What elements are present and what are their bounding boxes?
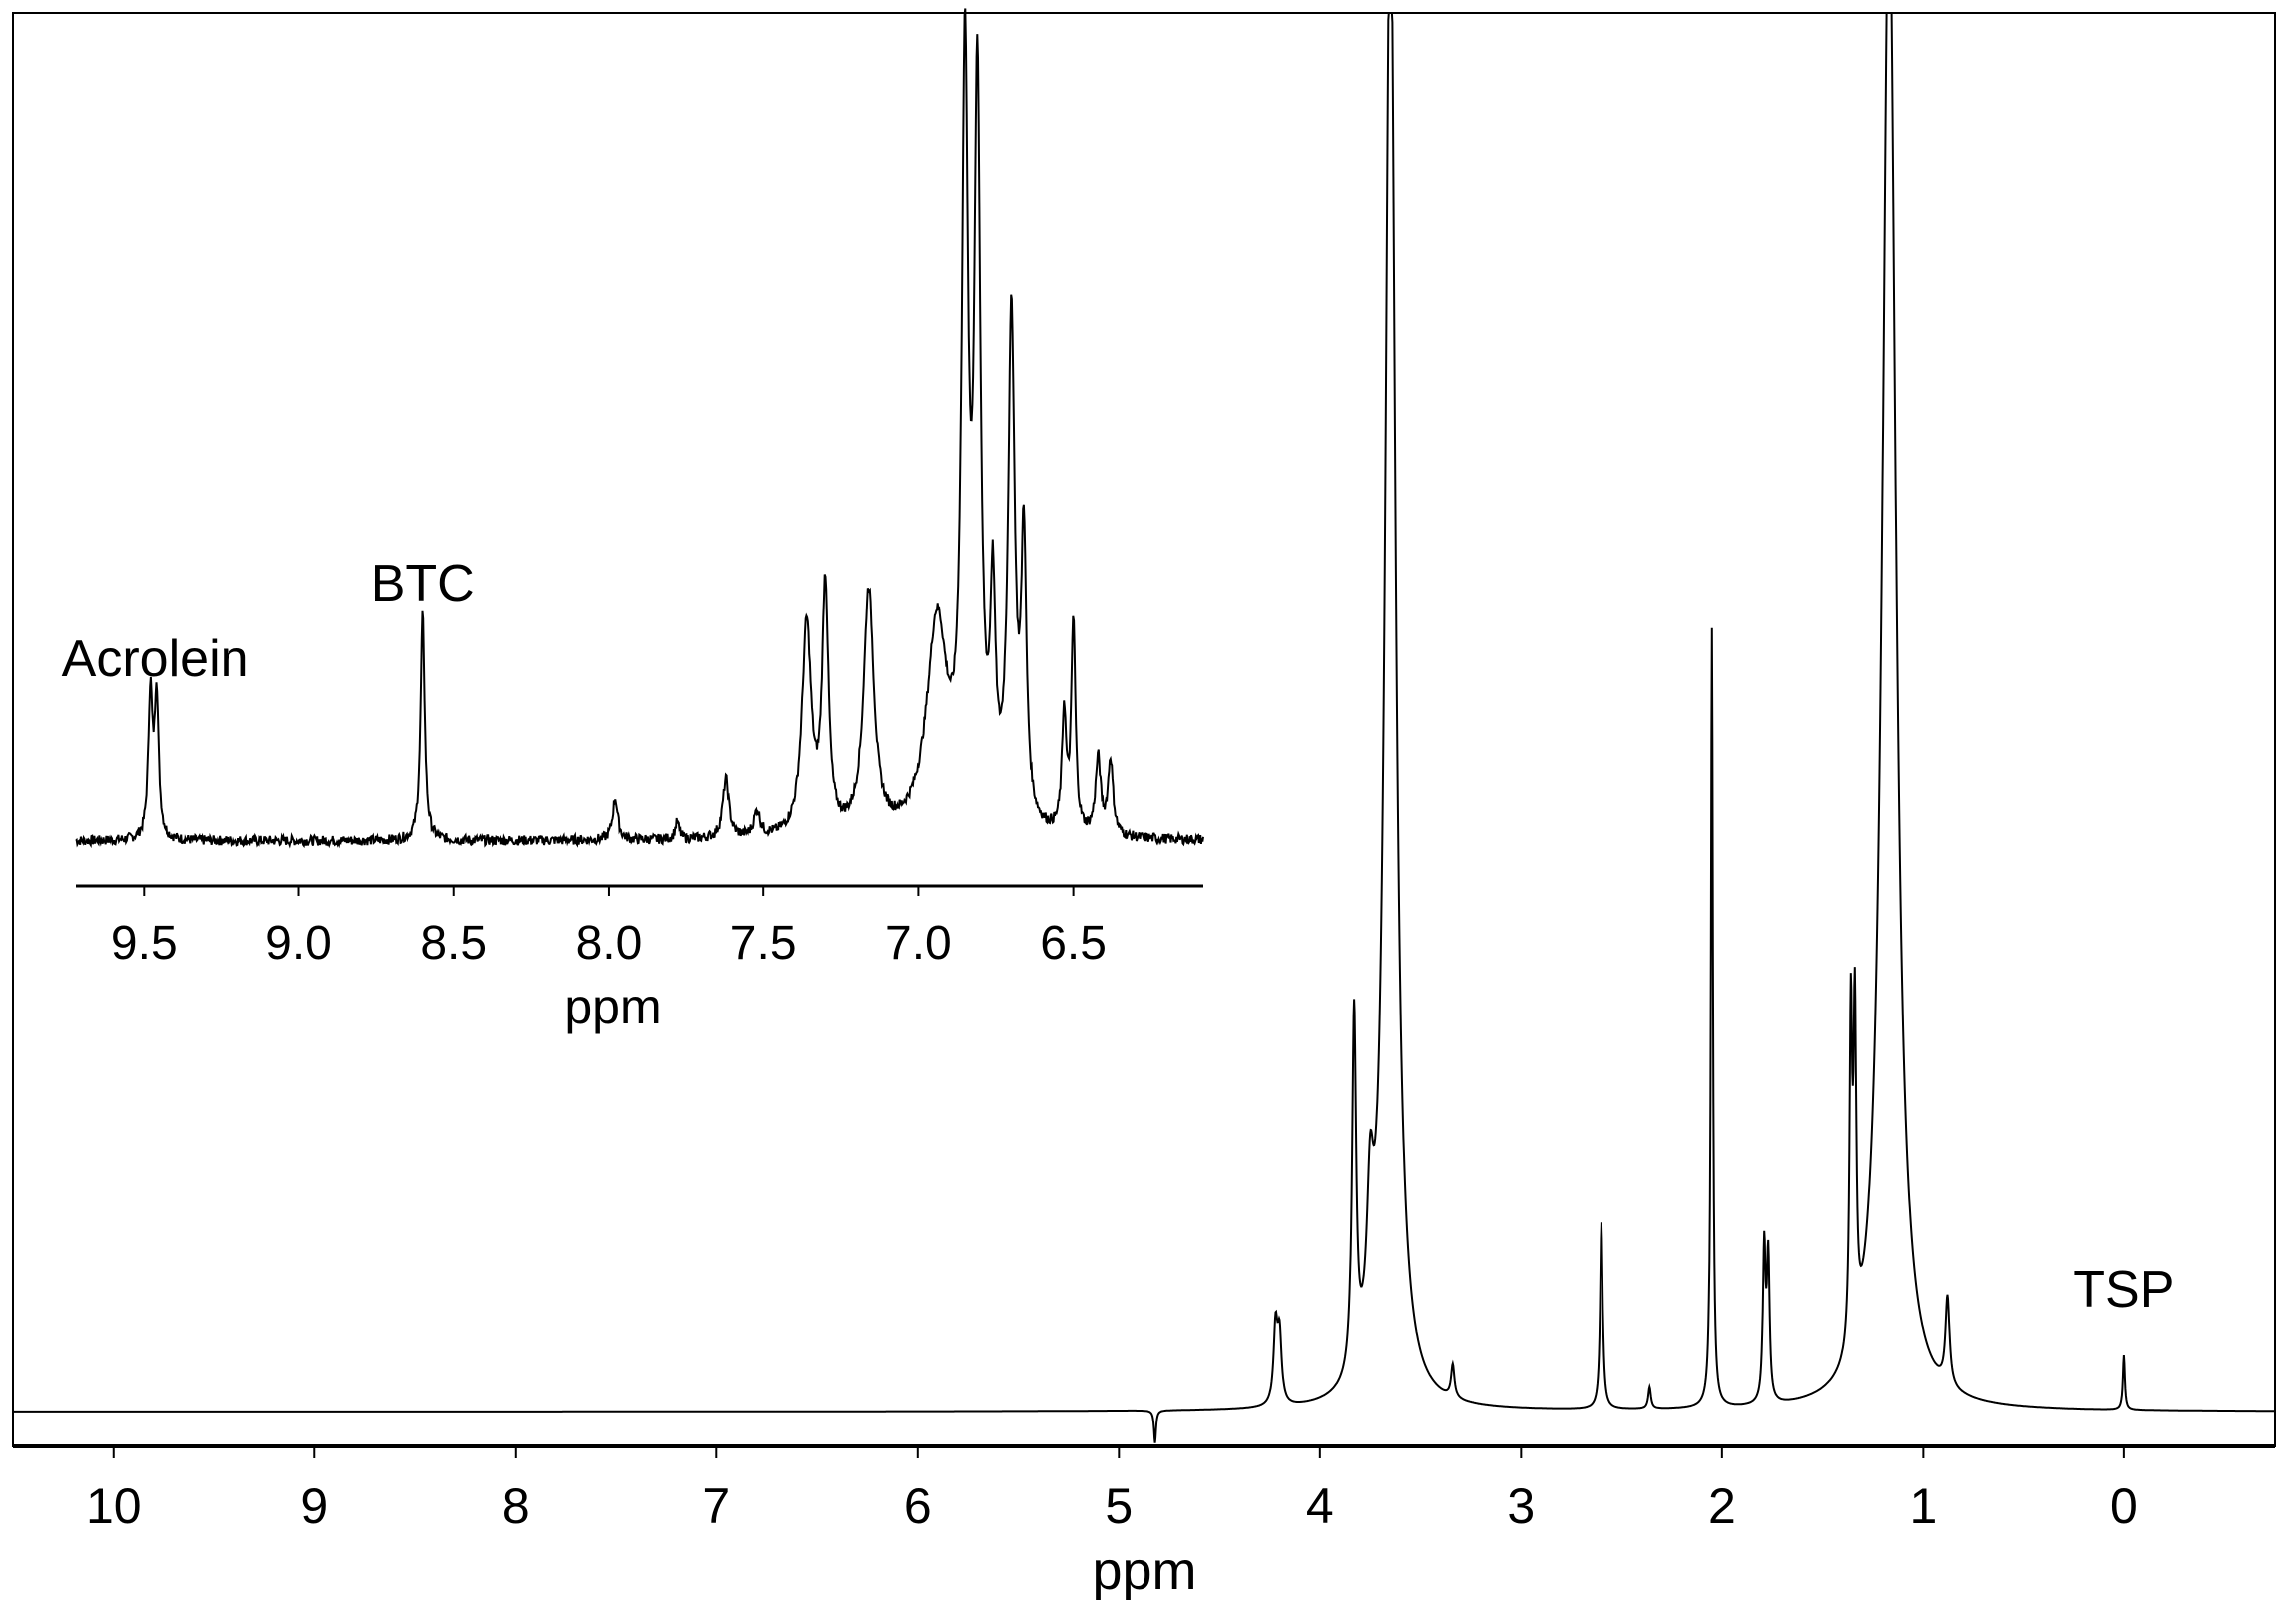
main-x-tick-label: 10 (86, 1478, 142, 1534)
main-x-axis-title: ppm (1092, 1541, 1196, 1601)
main-x-tick-label: 4 (1306, 1478, 1334, 1534)
main-x-tick-label: 9 (300, 1478, 328, 1534)
main-spectrum-line (13, 12, 2275, 1443)
main-x-tick-label: 5 (1105, 1478, 1133, 1534)
inset-x-axis-title: ppm (564, 979, 661, 1034)
inset-plot: 9.5 9.0 8.5 8.0 7.5 7.0 6.5 ppm Acrolein BTC (62, 8, 1204, 1034)
annotation-acrolein: Acrolein (62, 630, 249, 688)
inset-x-tick-label: 7.5 (730, 917, 797, 970)
main-x-tick-label: 7 (702, 1478, 730, 1534)
annotation-tsp: TSP (2073, 1261, 2174, 1319)
inset-x-tick-label: 7.0 (885, 917, 952, 970)
main-x-tick-label: 1 (1909, 1478, 1937, 1534)
main-x-ticks: 10 9 8 7 6 5 4 3 2 1 0 (86, 1446, 2138, 1534)
inset-x-tick-label: 6.5 (1040, 917, 1107, 970)
annotation-btc: BTC (371, 555, 475, 612)
inset-x-ticks: 9.5 9.0 8.5 8.0 7.5 7.0 6.5 (111, 886, 1107, 970)
main-x-tick-label: 3 (1507, 1478, 1535, 1534)
inset-x-tick-label: 9.0 (265, 917, 332, 970)
inset-x-tick-label: 8.0 (576, 917, 643, 970)
main-x-tick-label: 6 (904, 1478, 932, 1534)
main-plot: 10 9 8 7 6 5 4 3 2 1 0 ppm TSP (13, 12, 2275, 1601)
main-x-tick-label: 0 (2110, 1478, 2138, 1534)
inset-spectrum-line (75, 8, 1204, 849)
inset-x-tick-label: 8.5 (420, 917, 487, 970)
plot-frame (12, 12, 2276, 1447)
main-x-tick-label: 8 (502, 1478, 530, 1534)
inset-x-tick-label: 9.5 (111, 917, 178, 970)
main-x-tick-label: 2 (1708, 1478, 1736, 1534)
